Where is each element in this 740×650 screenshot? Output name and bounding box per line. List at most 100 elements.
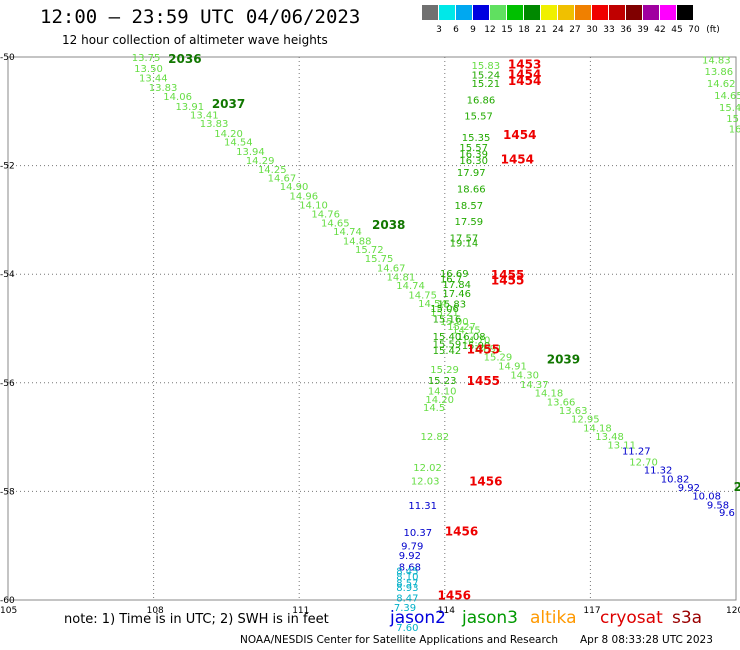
wave-height-label: 11.31 bbox=[408, 501, 437, 512]
wave-height-label: 15.59 bbox=[433, 340, 462, 351]
legend-swatch bbox=[456, 5, 473, 20]
legend-label: 70 bbox=[688, 25, 700, 35]
pass-time-label: 2039 bbox=[547, 352, 580, 366]
pass-time-label: 1456 bbox=[469, 475, 502, 489]
wave-height-label: 12.95 bbox=[571, 415, 600, 426]
legend-label: 30 bbox=[586, 25, 598, 35]
pass-time-label: 1453 bbox=[508, 58, 541, 72]
wave-height-label: 14.67 bbox=[268, 174, 297, 185]
wave-height-label: 8.45 bbox=[396, 567, 418, 578]
tick-labels: 105 108 111 114 117 120 -50 -52 -54 -56 -58 -60 bbox=[0, 53, 740, 616]
wave-height-label: 13.41 bbox=[190, 111, 219, 122]
wave-height-label: 16.30 bbox=[459, 156, 488, 167]
wave-height-label: 14.18 bbox=[535, 389, 564, 400]
wave-height-label: 17.84 bbox=[442, 280, 471, 291]
legend-swatch bbox=[524, 5, 541, 20]
wave-height-label: 14.10 bbox=[299, 201, 328, 212]
wave-height-label: 16.39 bbox=[459, 150, 488, 161]
wave-height-label: 18.66 bbox=[457, 184, 486, 195]
pass-time-label: 1454 bbox=[501, 153, 534, 167]
wave-height-label: 8.57 bbox=[396, 579, 418, 590]
wave-height-label: 9.92 bbox=[678, 483, 700, 494]
pass-time-label: 1455 bbox=[491, 268, 524, 282]
wave-height-label: 14.96 bbox=[289, 191, 318, 202]
wave-height-label: 11.27 bbox=[622, 447, 651, 458]
wave-height-label: 13.11 bbox=[607, 441, 636, 452]
wave-height-label: 14.74 bbox=[333, 227, 362, 238]
wave-height-label: 15.75 bbox=[365, 254, 394, 265]
wave-height-label: 13.91 bbox=[175, 102, 204, 113]
wave-height-label: 8.68 bbox=[399, 562, 421, 573]
wave-height-label: 13.50 bbox=[134, 64, 163, 75]
pass-time-label: 1456 bbox=[445, 524, 478, 538]
legend-swatch bbox=[677, 5, 694, 20]
wave-height-label: 15.57 bbox=[459, 143, 488, 154]
wave-height-label: 17.97 bbox=[457, 168, 486, 179]
pass-time-label: 1456 bbox=[438, 589, 471, 603]
wave-height-label: 10.08 bbox=[692, 492, 721, 503]
lon-tick-label: 105 bbox=[0, 606, 17, 616]
wave-height-label: 12.03 bbox=[411, 477, 440, 488]
wave-height-label: 13.48 bbox=[595, 432, 624, 443]
wave-height-label: 15.42 bbox=[433, 346, 462, 357]
wave-height-label: 16.69 bbox=[440, 269, 469, 280]
legend-swatch bbox=[507, 5, 524, 20]
wave-height-label: 15.06 bbox=[430, 304, 459, 315]
legend-label: 45 bbox=[671, 25, 683, 35]
legend-label: 15 bbox=[501, 25, 513, 35]
legend-swatch bbox=[439, 5, 456, 20]
wave-height-label: 15.40 bbox=[433, 332, 462, 343]
wave-height-label: 14.54 bbox=[224, 138, 253, 149]
legend-label: 12 bbox=[484, 25, 496, 35]
wave-height-label: 13.83 bbox=[200, 119, 229, 130]
wave-height-label: 15.29 bbox=[430, 365, 459, 376]
wave-height-label: 14.37 bbox=[520, 380, 549, 391]
wave-height-label: 14.91 bbox=[474, 344, 503, 355]
wave-height-label: 12.82 bbox=[421, 432, 450, 443]
lat-tick-label: -56 bbox=[0, 379, 15, 389]
wave-height-label: 11.32 bbox=[644, 466, 673, 477]
wave-height-label: 17.59 bbox=[455, 217, 484, 228]
pass-time-label: 1455 bbox=[467, 343, 500, 357]
lat-tick-label: -54 bbox=[0, 270, 15, 280]
wave-height-label: 15.00 bbox=[440, 317, 469, 328]
pass-time-label: 2036 bbox=[168, 52, 201, 66]
wave-height-label: 15.35 bbox=[462, 133, 491, 144]
wave-height-label: 14.29 bbox=[246, 156, 275, 167]
pass-time-label: 1455 bbox=[491, 274, 524, 288]
wave-height-label: 8.10 bbox=[396, 572, 418, 583]
wave-height-label: 7.39 bbox=[394, 603, 416, 614]
legend-label: 24 bbox=[552, 25, 564, 35]
legend-label: 6 bbox=[453, 25, 459, 35]
wave-height-label: 14.81 bbox=[387, 272, 416, 283]
wave-height-label: 14.62 bbox=[707, 79, 736, 90]
lon-tick-label: 111 bbox=[292, 606, 309, 616]
wave-height-label: 14.5 bbox=[423, 403, 445, 414]
wave-height-label: 13.66 bbox=[547, 397, 576, 408]
footer-note: note: 1) Time is in UTC; 2) SWH is in fe… bbox=[64, 612, 329, 627]
wave-height-label: 15.21 bbox=[471, 79, 500, 90]
wave-height-label: 9.58 bbox=[707, 500, 729, 511]
legend-swatch bbox=[643, 5, 660, 20]
wave-height-label: 12.70 bbox=[629, 458, 658, 469]
wave-height-label: 13.63 bbox=[559, 406, 588, 417]
wave-height-label: 14.83 bbox=[702, 56, 731, 67]
wave-height-label: 14.10 bbox=[428, 386, 457, 397]
lat-tick-label: -60 bbox=[0, 596, 15, 606]
lat-tick-label: -50 bbox=[0, 53, 15, 63]
wave-height-label: 15.24 bbox=[471, 70, 500, 81]
wave-height-label: 16 bbox=[729, 125, 740, 136]
satellite-name: jason2 bbox=[390, 608, 446, 628]
wave-height-label: 9.79 bbox=[401, 542, 423, 553]
wave-height-label: 10.82 bbox=[661, 474, 690, 485]
wave-height-label: 14.65 bbox=[714, 91, 740, 102]
wave-height-label: 14.75 bbox=[408, 290, 437, 301]
wave-height-label: 17.57 bbox=[450, 233, 479, 244]
wave-height-label: 8.47 bbox=[396, 593, 418, 604]
pass-time-label: 2037 bbox=[212, 97, 245, 111]
wave-height-label: 14.30 bbox=[510, 371, 539, 382]
wave-height-label: 12.02 bbox=[413, 463, 442, 474]
wave-height-label: 14.90 bbox=[280, 182, 309, 193]
legend-unit: (ft) bbox=[706, 25, 720, 35]
